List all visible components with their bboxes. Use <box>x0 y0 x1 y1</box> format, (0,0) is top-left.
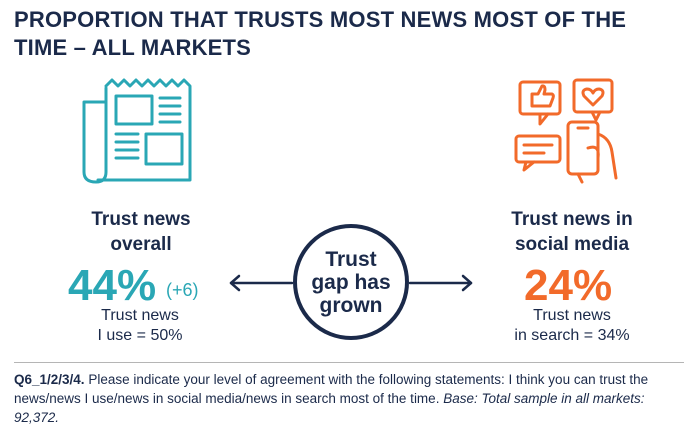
trust-overall-change: (+6) <box>166 280 199 300</box>
sub-line: in search = 34% <box>514 327 630 344</box>
question-text: Please indicate your level of agreement … <box>14 372 649 406</box>
footnote: Q6_1/2/3/4. Please indicate your level o… <box>14 370 674 427</box>
sub-line: Trust news <box>533 307 611 324</box>
label-line: Trust news in <box>511 209 633 230</box>
label-line: Trust news <box>91 209 191 230</box>
circle-line: gap has <box>311 270 391 294</box>
circle-line: Trust <box>325 247 377 271</box>
sub-line: Trust news <box>101 307 179 324</box>
trust-gap-circle: Trust gap has grown <box>293 224 409 340</box>
label-line: social media <box>514 234 630 255</box>
circle-line: grown <box>319 293 383 317</box>
trust-overall-value: 44% <box>68 261 157 310</box>
base-text: Base: Total sample in all markets: 92,37… <box>14 391 645 425</box>
page-title: PROPORTION THAT TRUSTS MOST NEWS MOST OF… <box>14 7 627 60</box>
trust-gap-text: Trust gap has grown <box>301 248 401 317</box>
trust-news-i-use: Trust news I use = 50% <box>60 306 220 346</box>
sub-line: I use = 50% <box>97 327 183 344</box>
right-arrow <box>408 274 473 292</box>
label-line: overall <box>110 234 172 255</box>
trust-news-social-label: Trust news in social media <box>492 207 652 257</box>
trust-news-overall-label: Trust news overall <box>66 207 216 257</box>
question-code: Q6_1/2/3/4. <box>14 372 85 387</box>
divider <box>14 362 684 363</box>
left-arrow <box>229 274 294 292</box>
social-media-icon <box>514 78 618 184</box>
trust-social-value: 24% <box>524 261 613 310</box>
newspaper-icon <box>82 78 192 184</box>
trust-news-in-search: Trust news in search = 34% <box>492 306 652 346</box>
